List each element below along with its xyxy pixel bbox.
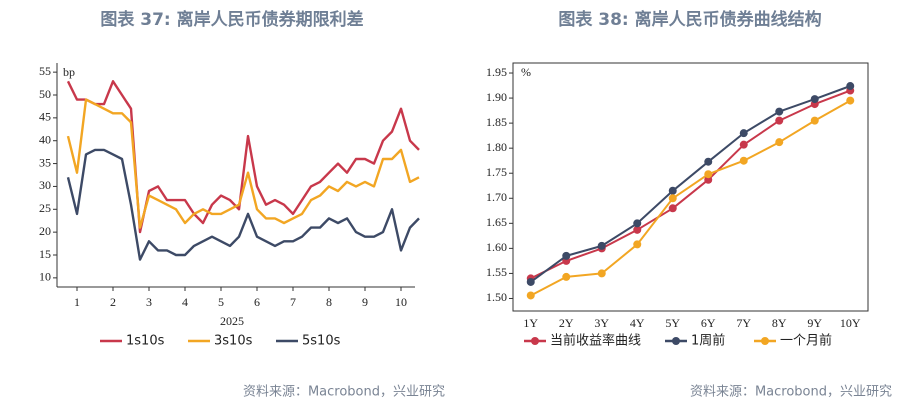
legend-marker [761,337,769,345]
legend-label: 当前收益率曲线 [550,333,641,349]
x-tick-label: 10 [395,295,407,309]
x-tick-label: 6 [254,295,260,309]
series-point [704,175,713,184]
y-unit: % [521,65,531,79]
series-point [562,251,571,260]
x-tick-label: 7 [290,295,296,309]
source-note: 资料来源：Macrobond，兴业研究 [243,385,445,400]
series-point [633,240,642,249]
x-tick-label: 5Y [665,316,680,330]
legend-marker [672,337,680,345]
chart-title: 图表 38: 离岸人民币债券曲线结构 [558,9,821,30]
legend-label: 5s10s [302,334,341,349]
series-line [530,99,851,297]
series-point [739,156,748,165]
y-tick-label: 15 [39,247,51,261]
x-tick-label: 3 [146,295,152,309]
series-point [633,225,642,234]
x-tick-label: 1Y [523,316,538,330]
legend-label: 1s10s [126,334,165,349]
series-line [530,85,851,283]
series-point [562,272,571,281]
x-tick-label: 4Y [630,316,645,330]
series-point [597,241,606,250]
x-axis-label: 2025 [220,314,244,328]
series-line [530,89,851,280]
y-tick-label: 30 [39,178,51,192]
y-tick-label: 1.60 [486,240,507,254]
x-tick-label: 7Y [736,316,751,330]
x-tick-label: 4 [182,295,188,309]
series-line [66,98,420,229]
y-tick-label: 1.75 [486,165,507,179]
series-point [846,82,855,91]
series-point [668,186,677,195]
series-point [810,116,819,125]
series-point [633,219,642,228]
legend-label: 3s10s [214,334,253,349]
series-point [668,204,677,213]
y-unit: bp [63,65,75,79]
legend-label: 1周前 [691,333,725,349]
plot-frame [512,62,869,312]
y-tick-label: 1.70 [486,190,507,204]
series-point [597,269,606,278]
x-tick-label: 8 [326,295,332,309]
y-tick-label: 35 [39,155,51,169]
y-tick-label: 10 [39,270,51,284]
y-tick-label: 55 [39,64,51,78]
legend-marker [531,337,539,345]
series-line [66,80,420,234]
chart-title: 图表 37: 离岸人民币债券期限利差 [100,9,363,30]
x-tick-label: 8Y [772,316,787,330]
y-tick-label: 1.55 [486,265,507,279]
y-tick-label: 20 [39,224,51,238]
x-tick-label: 9 [362,295,368,309]
series-point [739,140,748,149]
source-note: 资料来源：Macrobond，兴业研究 [690,385,892,400]
series-point [775,116,784,125]
y-tick-label: 1.95 [486,65,507,79]
series-point [526,277,535,286]
y-tick-label: 50 [39,87,51,101]
y-tick-label: 1.80 [486,140,507,154]
series-point [775,138,784,147]
series-point [526,291,535,300]
y-tick-label: 45 [39,110,51,124]
y-tick-label: 1.50 [486,290,507,304]
series-point [704,170,713,179]
x-tick-label: 2Y [559,316,574,330]
series-point [739,129,748,138]
series-point [668,194,677,203]
series-point [846,96,855,105]
series-point [810,95,819,104]
y-tick-label: 25 [39,201,51,215]
y-tick-label: 1.65 [486,215,507,229]
y-tick-label: 1.90 [486,90,507,104]
series-point [775,107,784,116]
series-line [66,148,420,261]
x-tick-label: 10Y [840,316,861,330]
series-point [704,157,713,166]
x-tick-label: 5 [218,295,224,309]
legend-label: 一个月前 [780,333,832,349]
x-tick-label: 6Y [701,316,716,330]
x-tick-label: 9Y [807,316,822,330]
y-tick-label: 1.85 [486,115,507,129]
x-tick-label: 3Y [594,316,609,330]
y-tick-label: 40 [39,132,51,146]
x-tick-label: 2 [110,295,116,309]
x-tick-label: 1 [74,295,80,309]
